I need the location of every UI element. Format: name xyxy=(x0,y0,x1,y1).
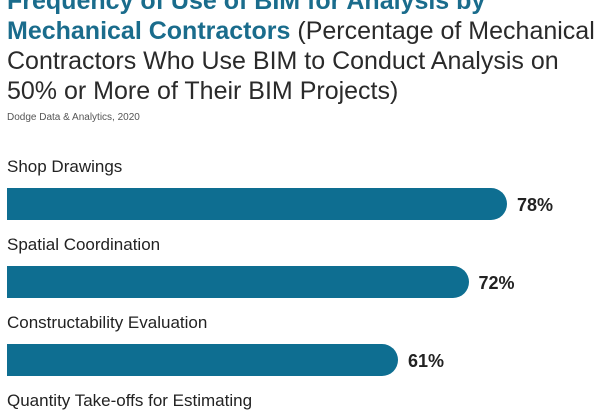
bar xyxy=(7,344,398,376)
chart-subtitle: (Percentage of Mechanical Contractors Wh… xyxy=(7,17,595,105)
category-label: Constructability Evaluation xyxy=(7,313,208,332)
value-label: 78% xyxy=(516,195,553,215)
value-label: 72% xyxy=(478,273,515,293)
category-label: Quantity Take-offs for Estimating xyxy=(7,391,253,410)
category-label: Shop Drawings xyxy=(7,157,123,176)
bar xyxy=(7,188,507,220)
chart-source: Dodge Data & Analytics, 2020 xyxy=(7,112,140,123)
bar xyxy=(7,266,469,298)
title-bold: Frequency of Use of BIM for Analysis by M… xyxy=(7,0,486,45)
value-label: 61% xyxy=(408,351,445,371)
category-label: Spatial Coordination xyxy=(7,235,161,254)
chart-title: Frequency of Use of BIM for Analysis by M… xyxy=(7,0,597,106)
